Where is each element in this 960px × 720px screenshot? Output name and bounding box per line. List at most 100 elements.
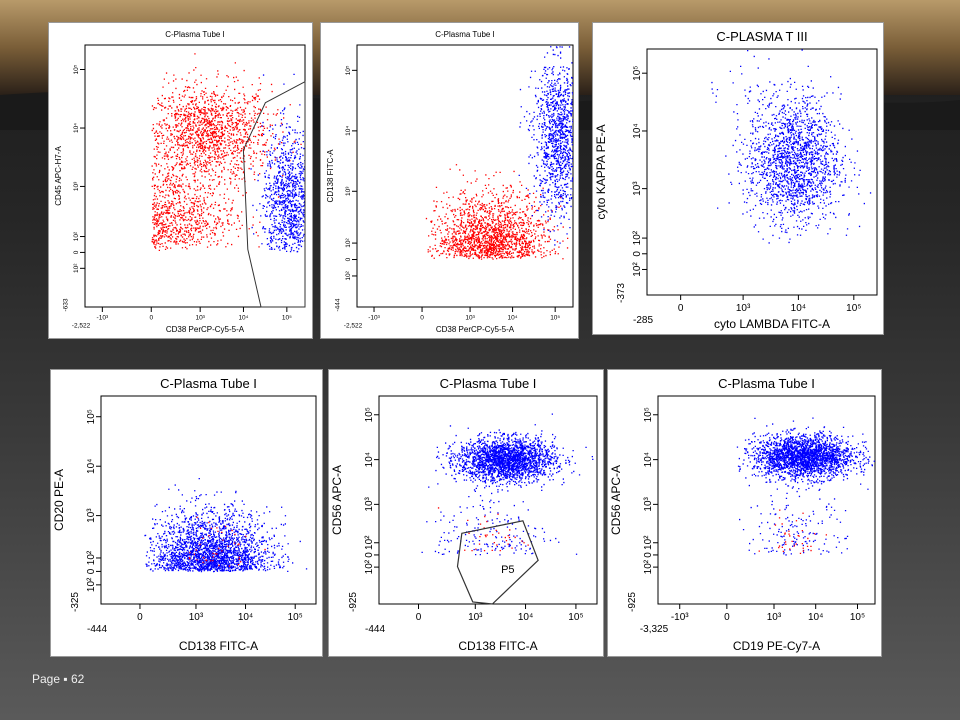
- data-points: [758, 509, 827, 554]
- y-tick-label: 10³: [643, 496, 654, 511]
- plot-frame: [657, 395, 876, 605]
- x-axis-label: CD138 FITC-A: [458, 639, 537, 653]
- y-axis-label: CD45 APC-H7-A: [54, 146, 63, 206]
- y-axis-label: CD20 PE-A: [52, 469, 66, 531]
- x-axis-label: cyto LAMBDA FITC-A: [714, 317, 830, 331]
- page-number-value: 62: [70, 672, 85, 686]
- plot-panel-2: C-Plasma Tube I -10³ 0 10³ 10⁴ 10⁵ 10² 0 10² 10³ 1…: [320, 22, 579, 339]
- y-tick-label: 10⁴: [86, 459, 97, 474]
- x-min-label: -2,522: [72, 322, 91, 329]
- data-points: [250, 73, 305, 253]
- y-tick-label: 10⁴: [632, 123, 643, 138]
- x-min-label: -3,325: [640, 624, 669, 635]
- plot-panel-3: C-PLASMA T III 0 10³ 10⁴ 10⁵ 10² 0 10² 10³ 10⁴ 10⁵…: [592, 22, 884, 335]
- plot-title: C-Plasma Tube I: [440, 376, 537, 391]
- plot-title: C-Plasma Tube I: [160, 376, 257, 391]
- y-tick-label: 10⁵: [86, 409, 97, 424]
- y-min-label: -373: [616, 283, 627, 303]
- y-axis-label: cyto KAPPA PE-A: [594, 124, 608, 219]
- y-tick-label: 10⁴: [345, 126, 352, 136]
- data-points: [421, 413, 594, 556]
- y-tick-label: 10²: [86, 550, 97, 565]
- y-tick-label: 10³: [345, 186, 352, 196]
- x-tick-label: 10³: [736, 303, 751, 314]
- y-tick-label: 10⁴: [364, 452, 375, 467]
- y-tick-label: 10⁴: [643, 452, 654, 467]
- x-tick-label: -10³: [671, 612, 689, 623]
- x-tick-label: 10³: [468, 612, 483, 623]
- x-tick-label: 10³: [465, 315, 475, 322]
- data-series-2: [250, 73, 305, 253]
- scatter-plot-1: C-Plasma Tube I -10³ 0 10³ 10⁴ 10⁵ 10² 0 10² 10³ 1…: [54, 30, 306, 334]
- data-series-2: [758, 509, 827, 554]
- y-tick-label: 10³: [86, 508, 97, 523]
- plot-frame: [378, 395, 598, 605]
- x-tick-label: 0: [420, 315, 424, 322]
- x-tick-label: 10⁵: [550, 315, 560, 322]
- y-tick-label: 10²: [643, 535, 654, 550]
- data-series-2: [437, 507, 529, 552]
- page-label: Page: [32, 672, 61, 686]
- x-min-label: -285: [633, 315, 653, 326]
- x-axis-label: CD38 PerCP-Cy5-5-A: [166, 325, 245, 334]
- y-min-label: -325: [70, 592, 81, 612]
- data-points: [151, 53, 302, 251]
- y-tick-label: 10²: [364, 535, 375, 550]
- y-tick-label: 0: [73, 250, 80, 254]
- y-min-label: -925: [627, 592, 638, 612]
- x-tick-label: 0: [149, 315, 153, 322]
- data-series-1: [421, 413, 594, 556]
- x-tick-label: -10³: [97, 315, 109, 322]
- y-tick-label: 10²: [632, 230, 643, 245]
- x-tick-label: 10³: [189, 612, 204, 623]
- y-tick-label: 10⁵: [364, 407, 375, 422]
- x-tick-label: 10⁵: [846, 303, 861, 314]
- y-tick-label: 10²: [364, 559, 375, 574]
- data-series-1: [711, 49, 872, 244]
- y-tick-label: 10⁴: [73, 123, 80, 133]
- y-axis-label: CD56 APC-A: [609, 465, 623, 535]
- y-tick-label: 10⁵: [345, 65, 352, 75]
- y-tick-label: 10²: [643, 559, 654, 574]
- y-tick-label: 10²: [73, 263, 80, 273]
- x-tick-label: 10⁴: [238, 612, 253, 623]
- x-tick-label: 10⁴: [808, 612, 823, 623]
- scatter-plot-5: C-Plasma Tube I0 10³ 10⁴ 10⁵10²010²10³10⁴10…: [330, 376, 598, 653]
- x-tick-label: 10⁴: [791, 303, 806, 314]
- y-tick-label: 10⁵: [643, 407, 654, 422]
- page-separator: ▪: [63, 672, 68, 686]
- x-tick-label: 10⁴: [508, 315, 518, 322]
- x-tick-label: 10⁴: [238, 315, 248, 322]
- scatter-plot-2: C-Plasma Tube I -10³ 0 10³ 10⁴ 10⁵ 10² 0 10² 10³ 1…: [326, 30, 574, 334]
- x-tick-label: 10³: [767, 612, 782, 623]
- x-tick-label: 0: [724, 612, 730, 623]
- gate-label: P5: [501, 564, 514, 576]
- gate-polygon: [242, 80, 306, 308]
- plot-panel-1: C-Plasma Tube I -10³ 0 10³ 10⁴ 10⁵ 10² 0 10² 10³ 1…: [48, 22, 313, 339]
- y-axis-label: CD56 APC-A: [330, 465, 344, 535]
- plot-title: C-Plasma Tube I: [435, 30, 495, 39]
- plot-panel-4: C-Plasma Tube I 0 10³ 10⁴ 10⁵ 10² 0 10² 10³ 10⁴ 10…: [50, 369, 323, 657]
- y-tick-label: 0: [364, 552, 375, 558]
- y-tick-label: 10²: [632, 262, 643, 277]
- y-tick-label: 0: [632, 251, 643, 257]
- x-tick-label: -10³: [368, 315, 380, 322]
- y-axis-label: CD138 FITC-A: [326, 149, 335, 203]
- x-tick-label: 10⁵: [568, 612, 583, 623]
- y-min-label: -633: [63, 298, 70, 311]
- x-tick-label: 0: [137, 612, 143, 623]
- data-points: [711, 49, 872, 244]
- data-series-2: [518, 46, 573, 246]
- data-points: [736, 417, 875, 556]
- y-min-label: -925: [348, 592, 359, 612]
- plot-panel-6: C-Plasma Tube I -10³ 0 10³ 10⁴ 10⁵ 10² 0 10² 10³ 1…: [607, 369, 882, 657]
- x-min-label: -444: [365, 624, 385, 635]
- gate-polygon-p5: [456, 520, 539, 605]
- x-tick-label: 10⁵: [282, 315, 292, 322]
- y-tick-label: 10³: [364, 496, 375, 511]
- plot-title: C-Plasma Tube I: [718, 376, 815, 391]
- plot-frame: [646, 48, 878, 296]
- data-series-1: [736, 417, 875, 556]
- page-number: Page ▪ 62: [32, 672, 84, 686]
- y-tick-label: 10⁵: [73, 64, 80, 74]
